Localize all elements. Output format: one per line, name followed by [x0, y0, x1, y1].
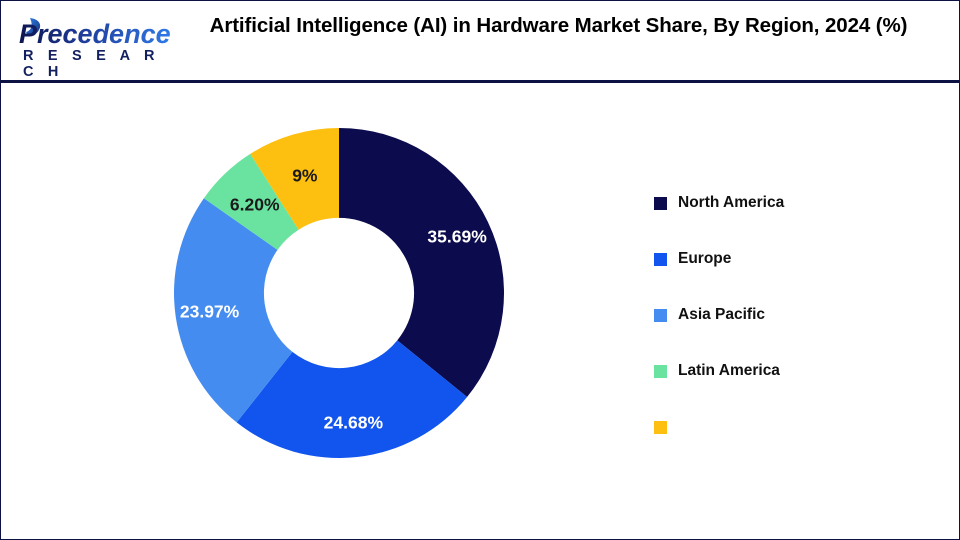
- leaf-mark-icon: [26, 18, 41, 36]
- logo-subtitle: R E S E A R C H: [23, 48, 160, 80]
- chart-legend: North America Europe Asia Pacific Latin Ame…: [654, 175, 904, 455]
- legend-item[interactable]: Asia Pacific: [654, 287, 904, 343]
- legend-item-label: North America: [678, 194, 785, 211]
- slice-value-label: 9%: [292, 165, 318, 186]
- legend-swatch-icon: [654, 420, 667, 434]
- donut-slice[interactable]: [174, 198, 293, 423]
- donut-chart: 35.69% 24.68% 23.97% 6.20% 9%: [174, 128, 504, 458]
- slice-value-label: 23.97%: [179, 301, 240, 322]
- slice-value-label: 35.69%: [427, 226, 487, 247]
- legend-item[interactable]: North America: [654, 175, 904, 231]
- legend-swatch-icon: [654, 252, 667, 266]
- donut-svg: [174, 128, 504, 458]
- slice-value-label: 6.20%: [229, 194, 280, 215]
- donut-slice[interactable]: [339, 128, 504, 398]
- chart-body: 35.69% 24.68% 23.97% 6.20% 9% North America E…: [1, 83, 959, 538]
- logo-name-text: Precedence: [19, 19, 171, 49]
- chart-header: Precedence R E S E A R C H Artificial In…: [1, 1, 959, 83]
- legend-item-label: Europe: [678, 250, 732, 267]
- donut-slice[interactable]: [203, 153, 299, 250]
- logo-wordmark-icon: Precedence: [19, 18, 171, 49]
- slice-value-label: 24.68%: [323, 412, 384, 433]
- legend-item[interactable]: Latin America: [654, 343, 904, 399]
- legend-item[interactable]: [654, 399, 904, 455]
- legend-item-label: Asia Pacific: [678, 306, 766, 323]
- legend-item-label: Latin America: [678, 362, 780, 379]
- page-title: Artificial Intelligence (AI) in Hardware…: [209, 14, 908, 37]
- legend-item[interactable]: Europe: [654, 231, 904, 287]
- precedence-research-logo: Precedence R E S E A R C H: [15, 15, 175, 80]
- donut-slice[interactable]: [236, 340, 468, 458]
- legend-swatch-icon: [654, 196, 667, 210]
- donut-slice[interactable]: [250, 128, 339, 230]
- legend-swatch-icon: [654, 364, 667, 378]
- legend-swatch-icon: [654, 308, 667, 322]
